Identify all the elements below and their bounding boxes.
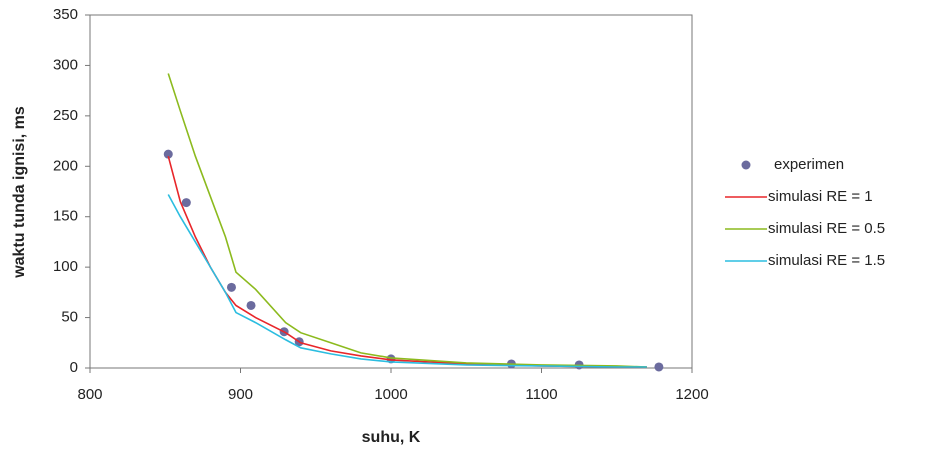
legend-label: experimen [774,156,844,173]
series-line [168,156,647,367]
data-point [227,283,236,292]
plot-frame [90,15,692,368]
legend-swatch [742,161,751,170]
series-line [168,195,647,367]
data-point [654,362,663,371]
x-tick-label: 900 [228,386,253,403]
y-tick-label: 0 [70,359,78,376]
y-tick-label: 100 [53,258,78,275]
y-axis-title: waktu tunda ignisi, ms [11,106,28,279]
y-tick-label: 250 [53,107,78,124]
y-tick-label: 150 [53,208,78,225]
data-point [247,301,256,310]
x-tick-label: 1200 [675,386,708,403]
y-tick-label: 300 [53,56,78,73]
legend-label: simulasi RE = 1 [768,188,873,205]
data-point [182,198,191,207]
y-tick-label: 200 [53,157,78,174]
series-line [168,73,647,366]
legend-label: simulasi RE = 0.5 [768,220,885,237]
chart: suhu, K waktu tunda ignisi, ms 0 50 100 150… [0,0,941,451]
y-tick-label: 50 [61,309,78,326]
legend-label: simulasi RE = 1.5 [768,252,885,269]
y-tick-label: 350 [53,6,78,23]
x-tick-label: 1000 [374,386,407,403]
x-tick-label: 1100 [525,386,557,403]
x-tick-label: 800 [77,386,102,403]
x-axis-title: suhu, K [362,429,421,446]
